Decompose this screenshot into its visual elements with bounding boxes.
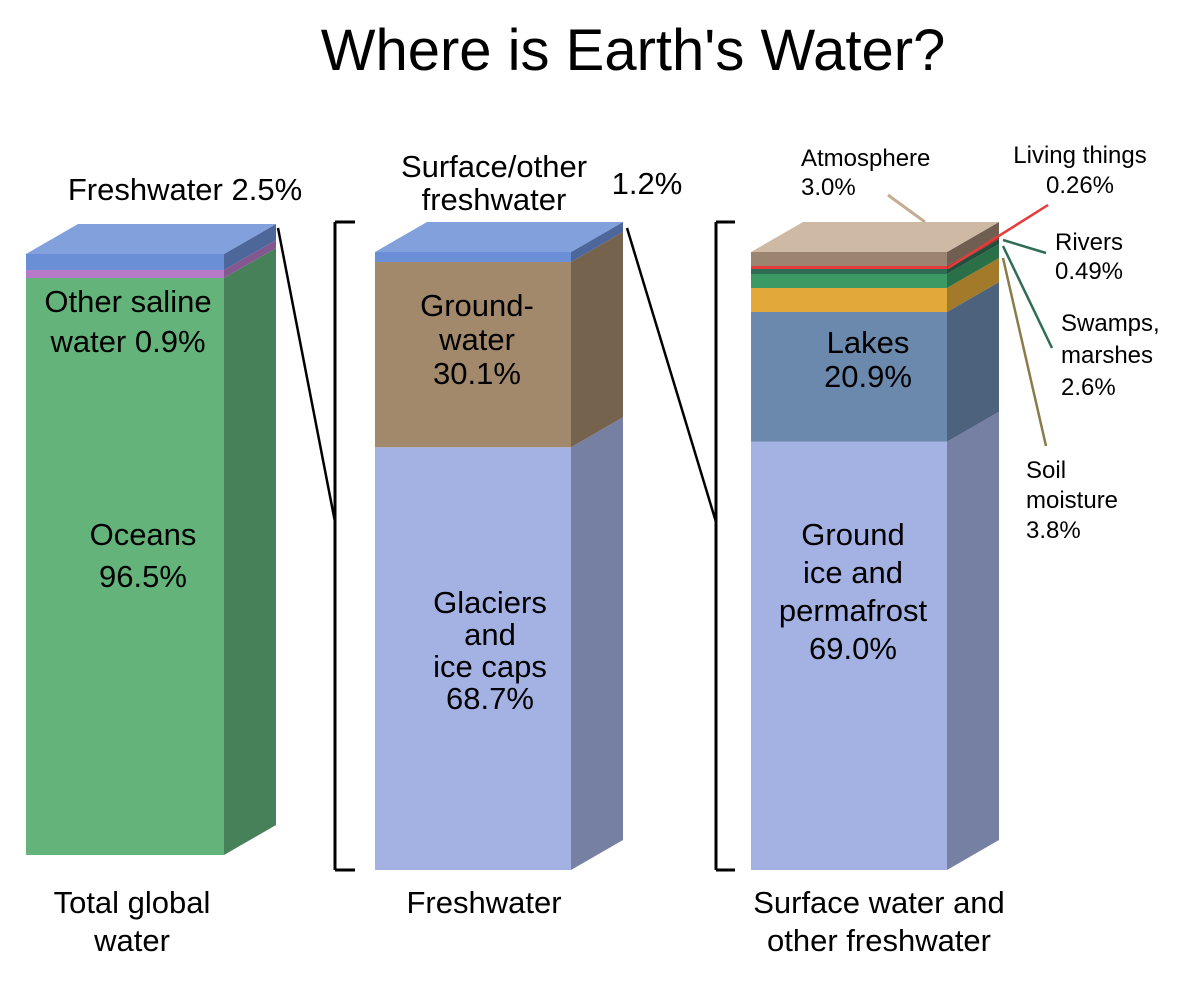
label-living-things: 0.26%	[1046, 172, 1114, 199]
label-soil-moisture: moisture	[1026, 487, 1118, 514]
bar-soil-moisture-front	[751, 288, 947, 312]
bar-ground-ice-front	[751, 441, 947, 870]
label-glaciers: ice caps	[433, 649, 547, 684]
label-other-saline: Other saline	[44, 284, 211, 319]
bar-surface-other-side	[571, 222, 623, 262]
label-rivers: Rivers	[1055, 229, 1123, 256]
zoom-line-2	[625, 227, 718, 523]
label-ground-ice: 69.0%	[809, 631, 897, 666]
label-living-things: Living things	[1013, 142, 1146, 169]
bar-freshwater-front	[26, 254, 224, 270]
label-soil-moisture: 3.8%	[1026, 517, 1081, 544]
category-label-total: water	[93, 923, 170, 958]
bar-surface-other-top	[375, 222, 623, 252]
label-surface-other-pct: 1.2%	[612, 166, 683, 201]
bar-oceans-side	[224, 248, 276, 855]
label-swamps-marshes: marshes	[1061, 342, 1153, 369]
label-ground-ice: ice and	[803, 555, 903, 590]
leader-rivers	[1002, 238, 1047, 255]
zoom-line-1	[276, 227, 337, 523]
label-soil-moisture: Soil	[1026, 457, 1066, 484]
label-rivers: 0.49%	[1055, 258, 1123, 285]
category-label-total: Total global	[54, 885, 211, 920]
bar-lakes-front	[751, 312, 947, 442]
category-label-surface: other freshwater	[767, 923, 991, 958]
label-swamps-marshes: 2.6%	[1061, 374, 1116, 401]
label-surface-other: freshwater	[422, 182, 567, 217]
label-glaciers: 68.7%	[446, 681, 534, 716]
bar-groundwater-front	[375, 262, 571, 448]
bar-atmosphere-front	[751, 252, 947, 266]
bar-glaciers-side	[571, 417, 623, 870]
leader-living-things	[947, 203, 1049, 270]
category-label-surface: Surface water and	[753, 885, 1005, 920]
label-surface-other: Surface/other	[401, 149, 587, 184]
bar-other-saline-side	[224, 240, 276, 278]
bar-oceans-front	[26, 278, 224, 855]
bar-groundwater-side	[571, 232, 623, 448]
label-ground-ice: Ground	[801, 517, 904, 552]
bar-atmosphere-side	[947, 222, 999, 266]
category-label-freshwater: Freshwater	[406, 885, 561, 920]
label-glaciers: and	[464, 617, 516, 652]
leader-swamps-marshes	[1001, 245, 1054, 349]
label-atmosphere: 3.0%	[801, 174, 856, 201]
bar-swamps-marshes-side	[947, 244, 999, 288]
label-lakes: 20.9%	[824, 359, 912, 394]
leader-atmosphere	[887, 193, 926, 224]
label-atmosphere: Atmosphere	[801, 145, 930, 172]
label-other-saline: water 0.9%	[49, 324, 205, 359]
bar-rivers-side	[947, 239, 999, 274]
label-freshwater: Freshwater 2.5%	[68, 172, 302, 207]
chart-title: Where is Earth's Water?	[321, 18, 946, 83]
label-oceans: Oceans	[90, 517, 197, 552]
label-groundwater: Ground-	[420, 288, 534, 323]
label-glaciers: Glaciers	[433, 585, 547, 620]
bar-ground-ice-side	[947, 411, 999, 870]
bar-swamps-marshes-front	[751, 274, 947, 288]
bar-atmosphere-top	[751, 222, 999, 252]
bar-surface-other-front	[375, 252, 571, 262]
label-groundwater: 30.1%	[433, 356, 521, 391]
label-oceans: 96.5%	[99, 559, 187, 594]
label-groundwater: water	[438, 322, 515, 357]
bar-other-saline-front	[26, 270, 224, 278]
bar-glaciers-front	[375, 447, 571, 870]
label-swamps-marshes: Swamps,	[1061, 310, 1160, 337]
bar-freshwater-side	[224, 224, 276, 270]
leader-soil-moisture	[1001, 257, 1048, 447]
bar-living-things-front	[751, 266, 947, 269]
label-ground-ice: permafrost	[779, 593, 928, 628]
bar-lakes-side	[947, 282, 999, 442]
bar-soil-moisture-side	[947, 258, 999, 312]
chart-marks: Other saline water 0.9% Oceans 96.5% Freshwa…	[26, 142, 1160, 958]
label-lakes: Lakes	[827, 325, 910, 360]
bar-freshwater-top	[26, 224, 276, 254]
bar-rivers-front	[751, 269, 947, 274]
